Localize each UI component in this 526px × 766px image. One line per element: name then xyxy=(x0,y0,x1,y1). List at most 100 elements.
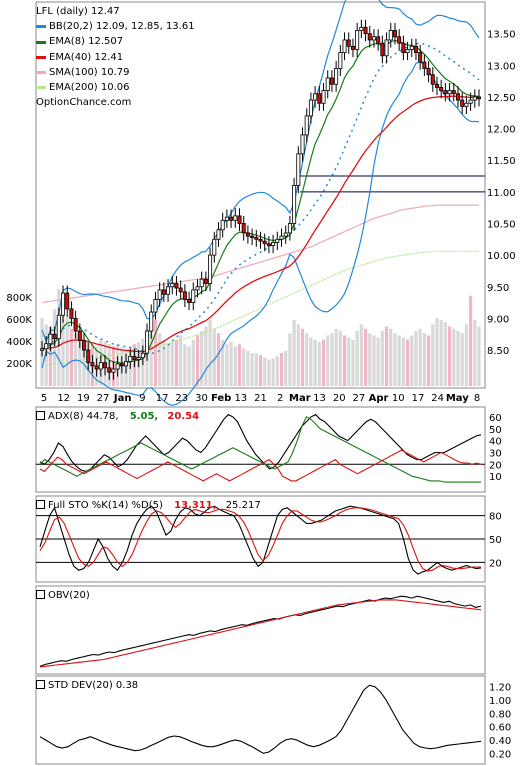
volume-bar xyxy=(401,337,405,386)
volume-bar xyxy=(368,333,372,386)
volume-bar xyxy=(456,331,460,386)
candle-body xyxy=(266,243,271,247)
candle-body xyxy=(355,30,360,50)
volume-bar xyxy=(305,333,309,386)
volume-bar xyxy=(174,339,179,386)
volume-axis-label: 400K xyxy=(6,337,32,348)
candle-body xyxy=(380,42,385,57)
candle-body xyxy=(258,238,263,242)
volume-bar xyxy=(61,302,65,386)
volume-bar xyxy=(263,357,267,386)
sto-panel-axis-label: 50 xyxy=(489,535,502,546)
volume-bar xyxy=(380,331,384,386)
candle-body xyxy=(342,39,347,54)
volume-axis-label: 200K xyxy=(6,359,32,370)
candle-body xyxy=(52,333,57,340)
candle-body xyxy=(61,292,66,316)
x-axis-label: Mar xyxy=(289,393,311,404)
legend-item-sma100: SMA(100) 10.79 xyxy=(36,65,195,80)
legend-item-bb: BB(20,2) 12.09, 12.85, 13.61 xyxy=(36,19,195,34)
candle-body xyxy=(103,362,108,369)
candle-body xyxy=(82,340,87,351)
volume-bar xyxy=(443,322,447,386)
candle-body xyxy=(128,355,133,362)
std-panel-axis-label: 0.80 xyxy=(489,709,511,720)
x-axis-label: 17 xyxy=(156,393,169,404)
adx-label: ADX(8) 44.78, xyxy=(48,411,119,422)
volume-bar xyxy=(166,344,170,386)
candle-body xyxy=(40,348,45,351)
volume-bar xyxy=(170,342,174,386)
volume-bar xyxy=(275,356,279,386)
price-axis-label: 11.50 xyxy=(487,156,516,167)
volume-bar xyxy=(233,346,237,386)
price-legend: LFL (daily) 12.47 BB(20,2) 12.09, 12.85,… xyxy=(36,4,195,110)
candle-body xyxy=(413,45,418,54)
volume-bar xyxy=(321,339,326,386)
legend-swatch-ema200 xyxy=(36,86,46,90)
sto-panel-series-line xyxy=(39,507,481,572)
price-axis-label: 13.00 xyxy=(487,61,516,72)
candle-body xyxy=(86,349,91,364)
candle-body xyxy=(98,362,103,370)
x-axis-label: 13 xyxy=(313,393,326,404)
candle-body xyxy=(359,26,364,31)
candle-body xyxy=(182,291,187,300)
legend-label-ema200: EMA(200) 10.06 xyxy=(49,82,130,94)
volume-bar xyxy=(225,344,229,386)
candle-body xyxy=(329,77,334,85)
candle-body xyxy=(233,215,238,221)
candle-body xyxy=(350,45,355,50)
volume-bar xyxy=(405,339,410,386)
legend-swatch-ema40 xyxy=(36,55,46,59)
candle-body xyxy=(178,287,183,293)
adx-legend: ADX(8) 44.78, 5.05, 20.54 xyxy=(36,411,199,422)
x-axis-label: 13 xyxy=(234,393,247,404)
volume-bar xyxy=(149,324,153,386)
volume-bar xyxy=(204,326,208,386)
volume-bar xyxy=(389,328,393,386)
volume-bar xyxy=(418,328,422,386)
adx-panel-axis-label: 10 xyxy=(489,472,502,483)
volume-bar xyxy=(439,320,443,386)
candle-body xyxy=(195,286,200,291)
candle-body xyxy=(334,68,339,85)
candle-body xyxy=(262,240,267,245)
volume-axis-label: 600K xyxy=(6,315,32,326)
sto-panel-axis-label: 80 xyxy=(489,512,502,523)
volume-bar xyxy=(292,320,296,386)
std-label: STD DEV(20) 0.38 xyxy=(48,680,139,691)
volume-bar xyxy=(254,353,258,386)
x-axis-label: 5 xyxy=(41,393,47,404)
volume-bar xyxy=(187,346,191,386)
candle-body xyxy=(447,90,452,95)
volume-bar xyxy=(221,339,225,386)
candle-body xyxy=(321,90,326,104)
candle-body xyxy=(107,367,112,373)
candle-body xyxy=(363,26,368,35)
volume-bar xyxy=(69,328,74,386)
volume-bar xyxy=(229,342,233,386)
volume-bar xyxy=(208,320,212,386)
candle-body xyxy=(161,289,166,295)
candle-body xyxy=(170,283,175,288)
candle-body xyxy=(455,93,460,101)
adx-panel-frame xyxy=(35,406,486,493)
candle-body xyxy=(94,365,99,370)
std-panel-axis-label: 0.60 xyxy=(489,723,511,734)
x-axis-label: 12 xyxy=(57,393,70,404)
legend-swatch-ema8 xyxy=(36,40,46,44)
candle-body xyxy=(439,87,444,91)
volume-bar xyxy=(464,324,468,386)
obv-legend-box xyxy=(36,590,45,599)
volume-bar xyxy=(460,333,464,386)
price-axis-label: 12.00 xyxy=(487,125,516,136)
volume-bar xyxy=(200,331,204,386)
candle-body xyxy=(418,52,423,63)
ticker-title: LFL (daily) 12.47 xyxy=(36,6,120,17)
candle-body xyxy=(388,30,393,41)
candle-body xyxy=(300,134,305,155)
x-axis-label: 17 xyxy=(412,393,425,404)
volume-bar xyxy=(477,326,481,386)
candle-body xyxy=(166,286,171,295)
